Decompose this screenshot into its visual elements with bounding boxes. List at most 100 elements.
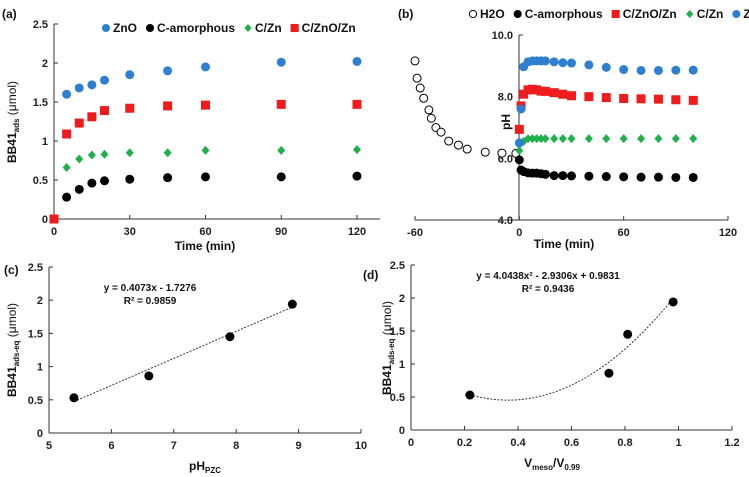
data-point <box>201 100 210 110</box>
x-tick-label: 120 <box>348 226 366 238</box>
data-point <box>125 148 134 158</box>
data-point <box>462 144 472 154</box>
legend-marker <box>611 9 620 19</box>
legend-item: C-amorphous <box>513 7 603 21</box>
data-point <box>567 171 576 181</box>
data-point <box>201 145 210 155</box>
legend-item: ZnO <box>732 7 749 21</box>
legend: ZnO C-amorphous C/Zn C/ZnO/Zn <box>101 21 356 35</box>
legend-item: H2O <box>468 7 505 21</box>
legend-item: C/ZnO/Zn <box>611 7 677 21</box>
data-point <box>653 172 663 182</box>
y-tick-label: 1.5 <box>33 97 48 109</box>
data-point <box>62 89 72 99</box>
data-point <box>604 368 614 378</box>
label-part: BB41 <box>380 364 394 395</box>
panel-a: (a) 0 30 60 90 120 0 0.5 1 1.5 2 2.5 Time (min) BB41a… <box>2 7 380 253</box>
legend-marker <box>145 23 155 33</box>
data-point <box>69 393 79 403</box>
data-point <box>412 73 422 83</box>
x-tick-label: 0.4 <box>510 437 526 449</box>
data-point <box>671 134 680 144</box>
data-point <box>353 145 361 155</box>
x-tick-label: 90 <box>275 226 287 238</box>
x-tick-label: 0 <box>408 437 414 449</box>
data-point <box>424 105 434 115</box>
data-point <box>163 101 173 111</box>
data-point <box>436 127 446 137</box>
y-tick-label: 2.5 <box>33 19 48 31</box>
series-zno <box>62 56 362 99</box>
legend-item: ZnO <box>101 21 137 35</box>
x-axis-title: Time (min) <box>534 237 594 251</box>
data-point <box>537 134 546 144</box>
data-point <box>601 62 611 72</box>
data-point <box>584 171 594 181</box>
label-part: meso <box>532 463 553 472</box>
data-point <box>549 57 559 67</box>
r-squared: R² = 0.9436 <box>522 284 575 295</box>
data-point <box>276 99 286 109</box>
data-point <box>87 80 97 90</box>
y-tick-label: 2.5 <box>28 262 43 274</box>
data-point <box>87 178 97 188</box>
data-point <box>540 86 550 96</box>
panel-label: (b) <box>398 7 413 21</box>
data-point <box>540 56 550 66</box>
data-point <box>49 214 59 224</box>
panel-label: (a) <box>2 7 17 21</box>
series-h2o <box>410 56 521 158</box>
data-point <box>125 70 135 80</box>
label-part: ads-eq <box>12 340 21 366</box>
legend-label: C/ZnO/Zn <box>623 7 677 21</box>
data-point <box>62 192 72 202</box>
data-point <box>465 390 475 400</box>
data-point <box>619 172 629 182</box>
data-point <box>87 150 96 160</box>
series-data <box>69 299 297 403</box>
data-point <box>619 65 629 75</box>
legend-label: C-amorphous <box>157 21 235 35</box>
y-tick-label: 1.5 <box>28 328 43 340</box>
data-point <box>426 113 436 123</box>
data-point <box>601 172 611 182</box>
x-tick-label: 0 <box>51 226 57 238</box>
y-tick-label: 0.5 <box>28 395 43 407</box>
label-part: V <box>524 456 532 470</box>
data-point <box>636 94 646 104</box>
y-tick-label: 10.0 <box>492 30 513 42</box>
data-point <box>100 149 109 159</box>
x-tick-label: 60 <box>199 226 211 238</box>
label-part: PZC <box>205 466 221 475</box>
legend-marker <box>468 9 478 19</box>
data-point <box>654 134 663 144</box>
panel-label: (d) <box>363 268 378 282</box>
y-tick-label: 1 <box>399 359 405 371</box>
label-part: /V <box>553 456 564 470</box>
data-point <box>352 171 362 181</box>
data-point <box>125 174 135 184</box>
data-point <box>352 56 362 66</box>
y-tick-label: 0 <box>37 428 43 440</box>
legend: H2O C-amorphous C/ZnO/Zn C/Zn ZnO <box>468 7 749 21</box>
y-tick-label: 0.5 <box>390 392 405 404</box>
y-tick-label: 1.5 <box>390 326 405 338</box>
legend-label: ZnO <box>743 7 749 21</box>
series-c-amorphous <box>62 171 362 202</box>
data-point <box>567 91 576 101</box>
data-point <box>352 99 362 109</box>
y-axis-title: BB41ads-eq (μmol) <box>380 301 396 395</box>
label-part: BB41 <box>5 132 19 163</box>
legend-label: C-amorphous <box>525 7 603 21</box>
x-tick-label: 30 <box>124 226 136 238</box>
data-point <box>74 83 84 93</box>
data-point <box>201 62 210 72</box>
legend-item: C-amorphous <box>145 21 235 35</box>
data-point <box>688 65 698 75</box>
y-axis-title: BB41ads (μmol) <box>5 81 21 163</box>
x-tick-label: 60 <box>618 227 630 239</box>
data-point <box>75 154 84 164</box>
data-point <box>584 92 594 102</box>
